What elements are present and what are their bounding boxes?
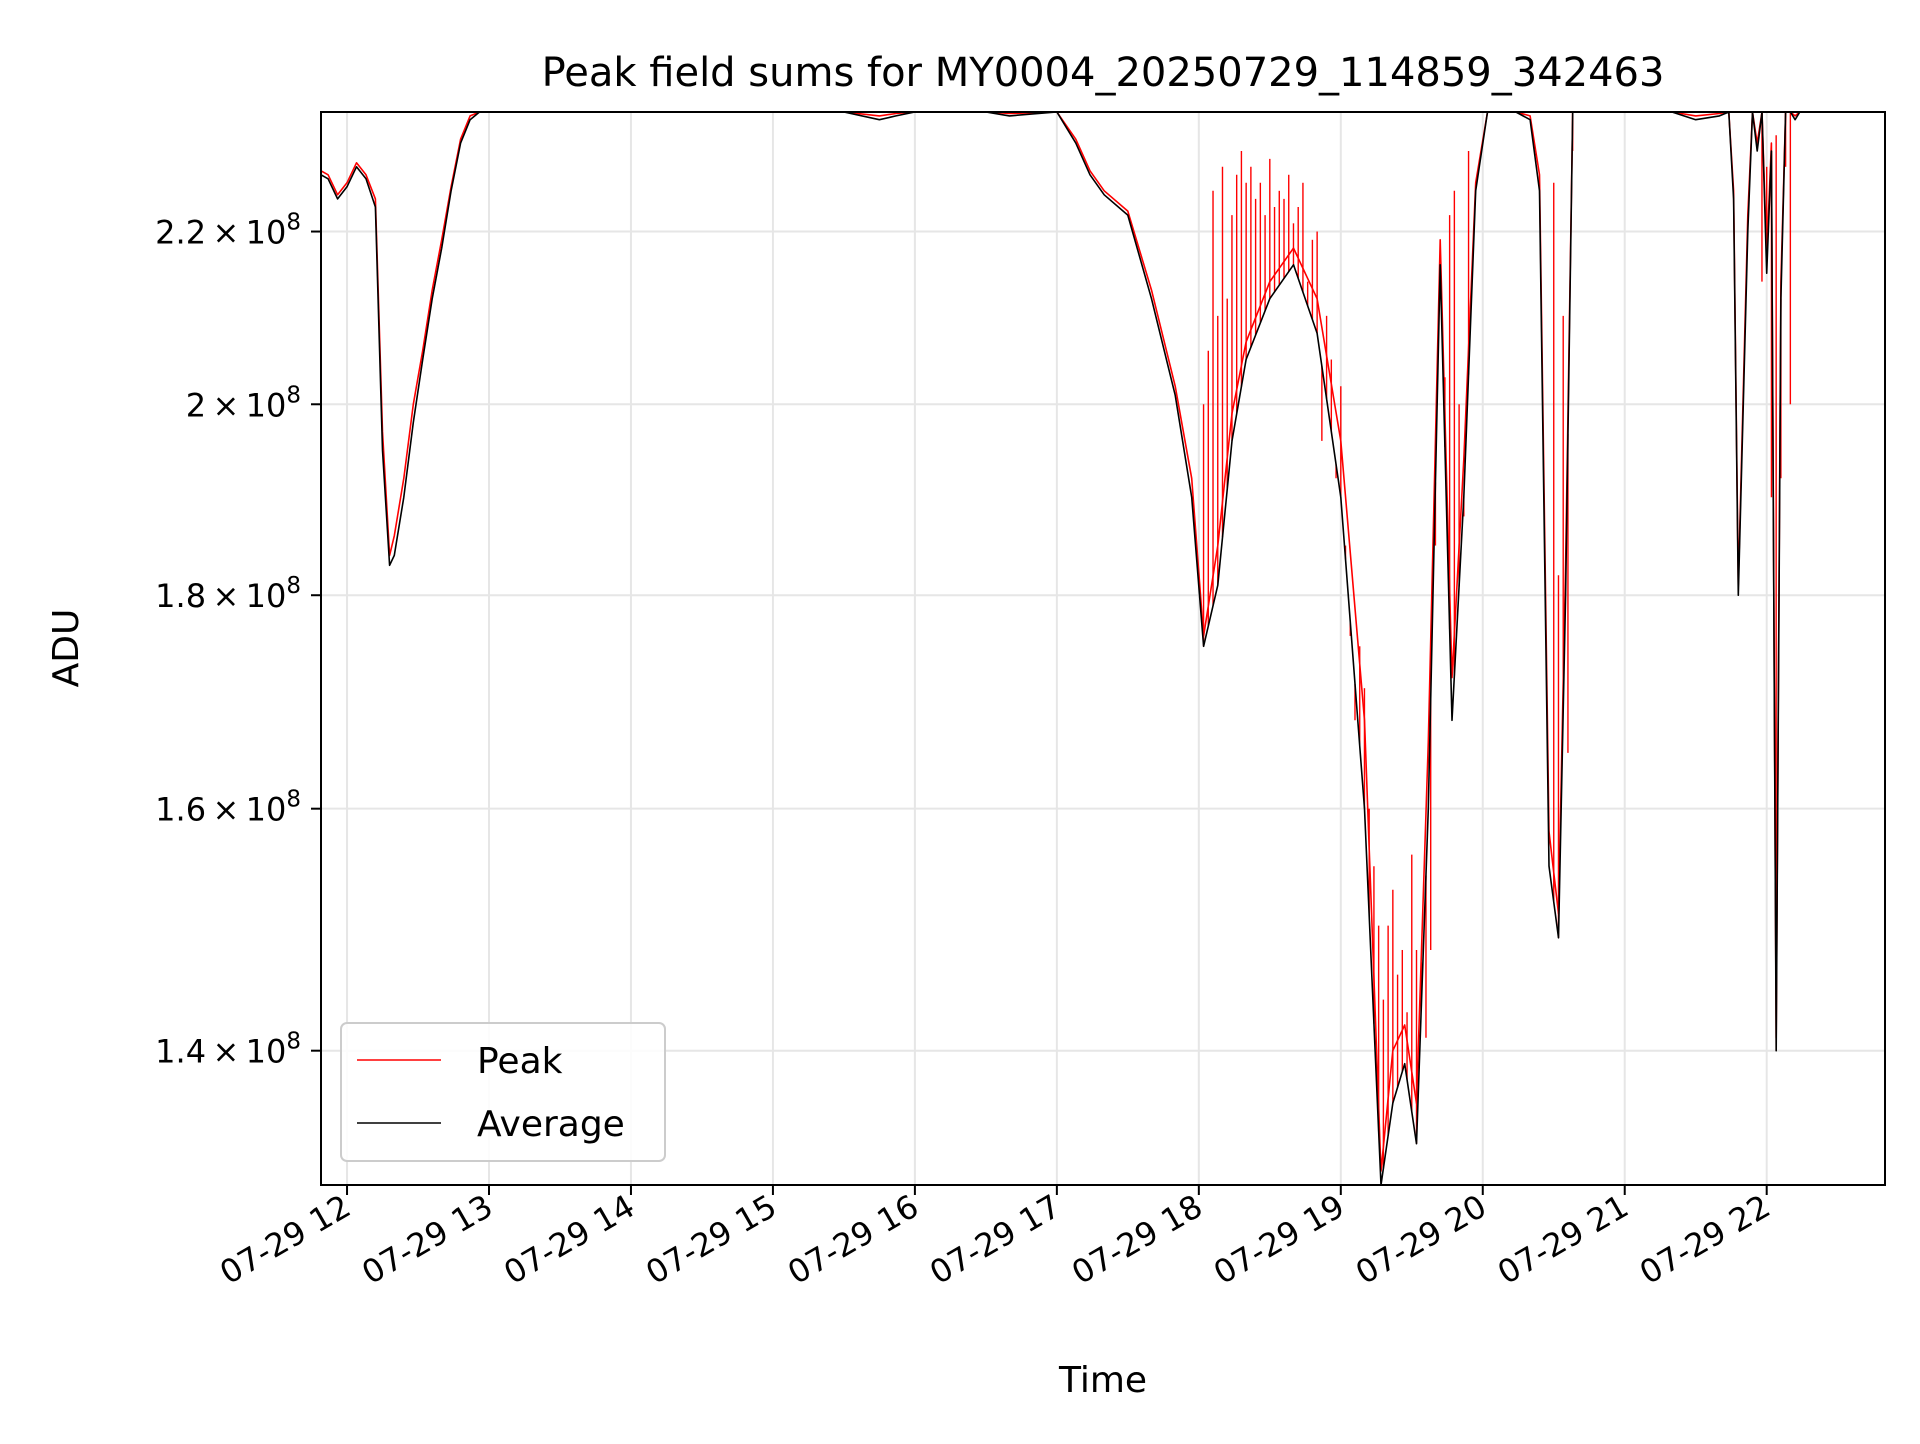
x-tick-label: 07-29 15	[639, 1187, 783, 1292]
x-tick-label: 07-29 16	[781, 1187, 925, 1292]
x-tick-label: 07-29 22	[1633, 1187, 1777, 1292]
y-tick-label: 2 × 108	[186, 382, 301, 424]
x-tick-label: 07-29 12	[213, 1187, 357, 1292]
y-tick-label: 2.2 × 108	[155, 210, 301, 252]
legend-label-average: Average	[477, 1104, 625, 1145]
x-tick-label: 07-29 18	[1065, 1187, 1209, 1292]
legend-label-peak: Peak	[477, 1041, 563, 1082]
y-tick-label: 1.6 × 108	[155, 787, 301, 829]
y-tick-label: 1.4 × 108	[155, 1029, 301, 1071]
x-tick-label: 07-29 20	[1349, 1187, 1493, 1292]
series-lines	[321, 112, 1885, 1185]
plot-frame	[320, 111, 1886, 1186]
y-axis-ticks: 1.4 × 108 1.6 × 108 1.8 × 108 2 × 108 2.2 × …	[155, 210, 321, 1071]
y-tick-label: 1.8 × 108	[155, 573, 301, 615]
x-tick-label: 07-29 21	[1491, 1187, 1635, 1292]
x-tick-label: 07-29 14	[497, 1187, 641, 1292]
x-tick-label: 07-29 13	[355, 1187, 499, 1292]
y-axis-label: ADU	[46, 609, 87, 688]
series-line-average	[321, 112, 1885, 1185]
legend: Peak Average	[340, 1022, 666, 1162]
legend-box	[340, 1022, 666, 1162]
chart-title: Peak field sums for MY0004_20250729_1148…	[542, 50, 1665, 96]
x-tick-label: 07-29 19	[1207, 1187, 1351, 1292]
series-line-peak	[321, 112, 1885, 1172]
x-axis-label: Time	[1058, 1360, 1147, 1401]
x-tick-label: 07-29 17	[923, 1187, 1067, 1292]
